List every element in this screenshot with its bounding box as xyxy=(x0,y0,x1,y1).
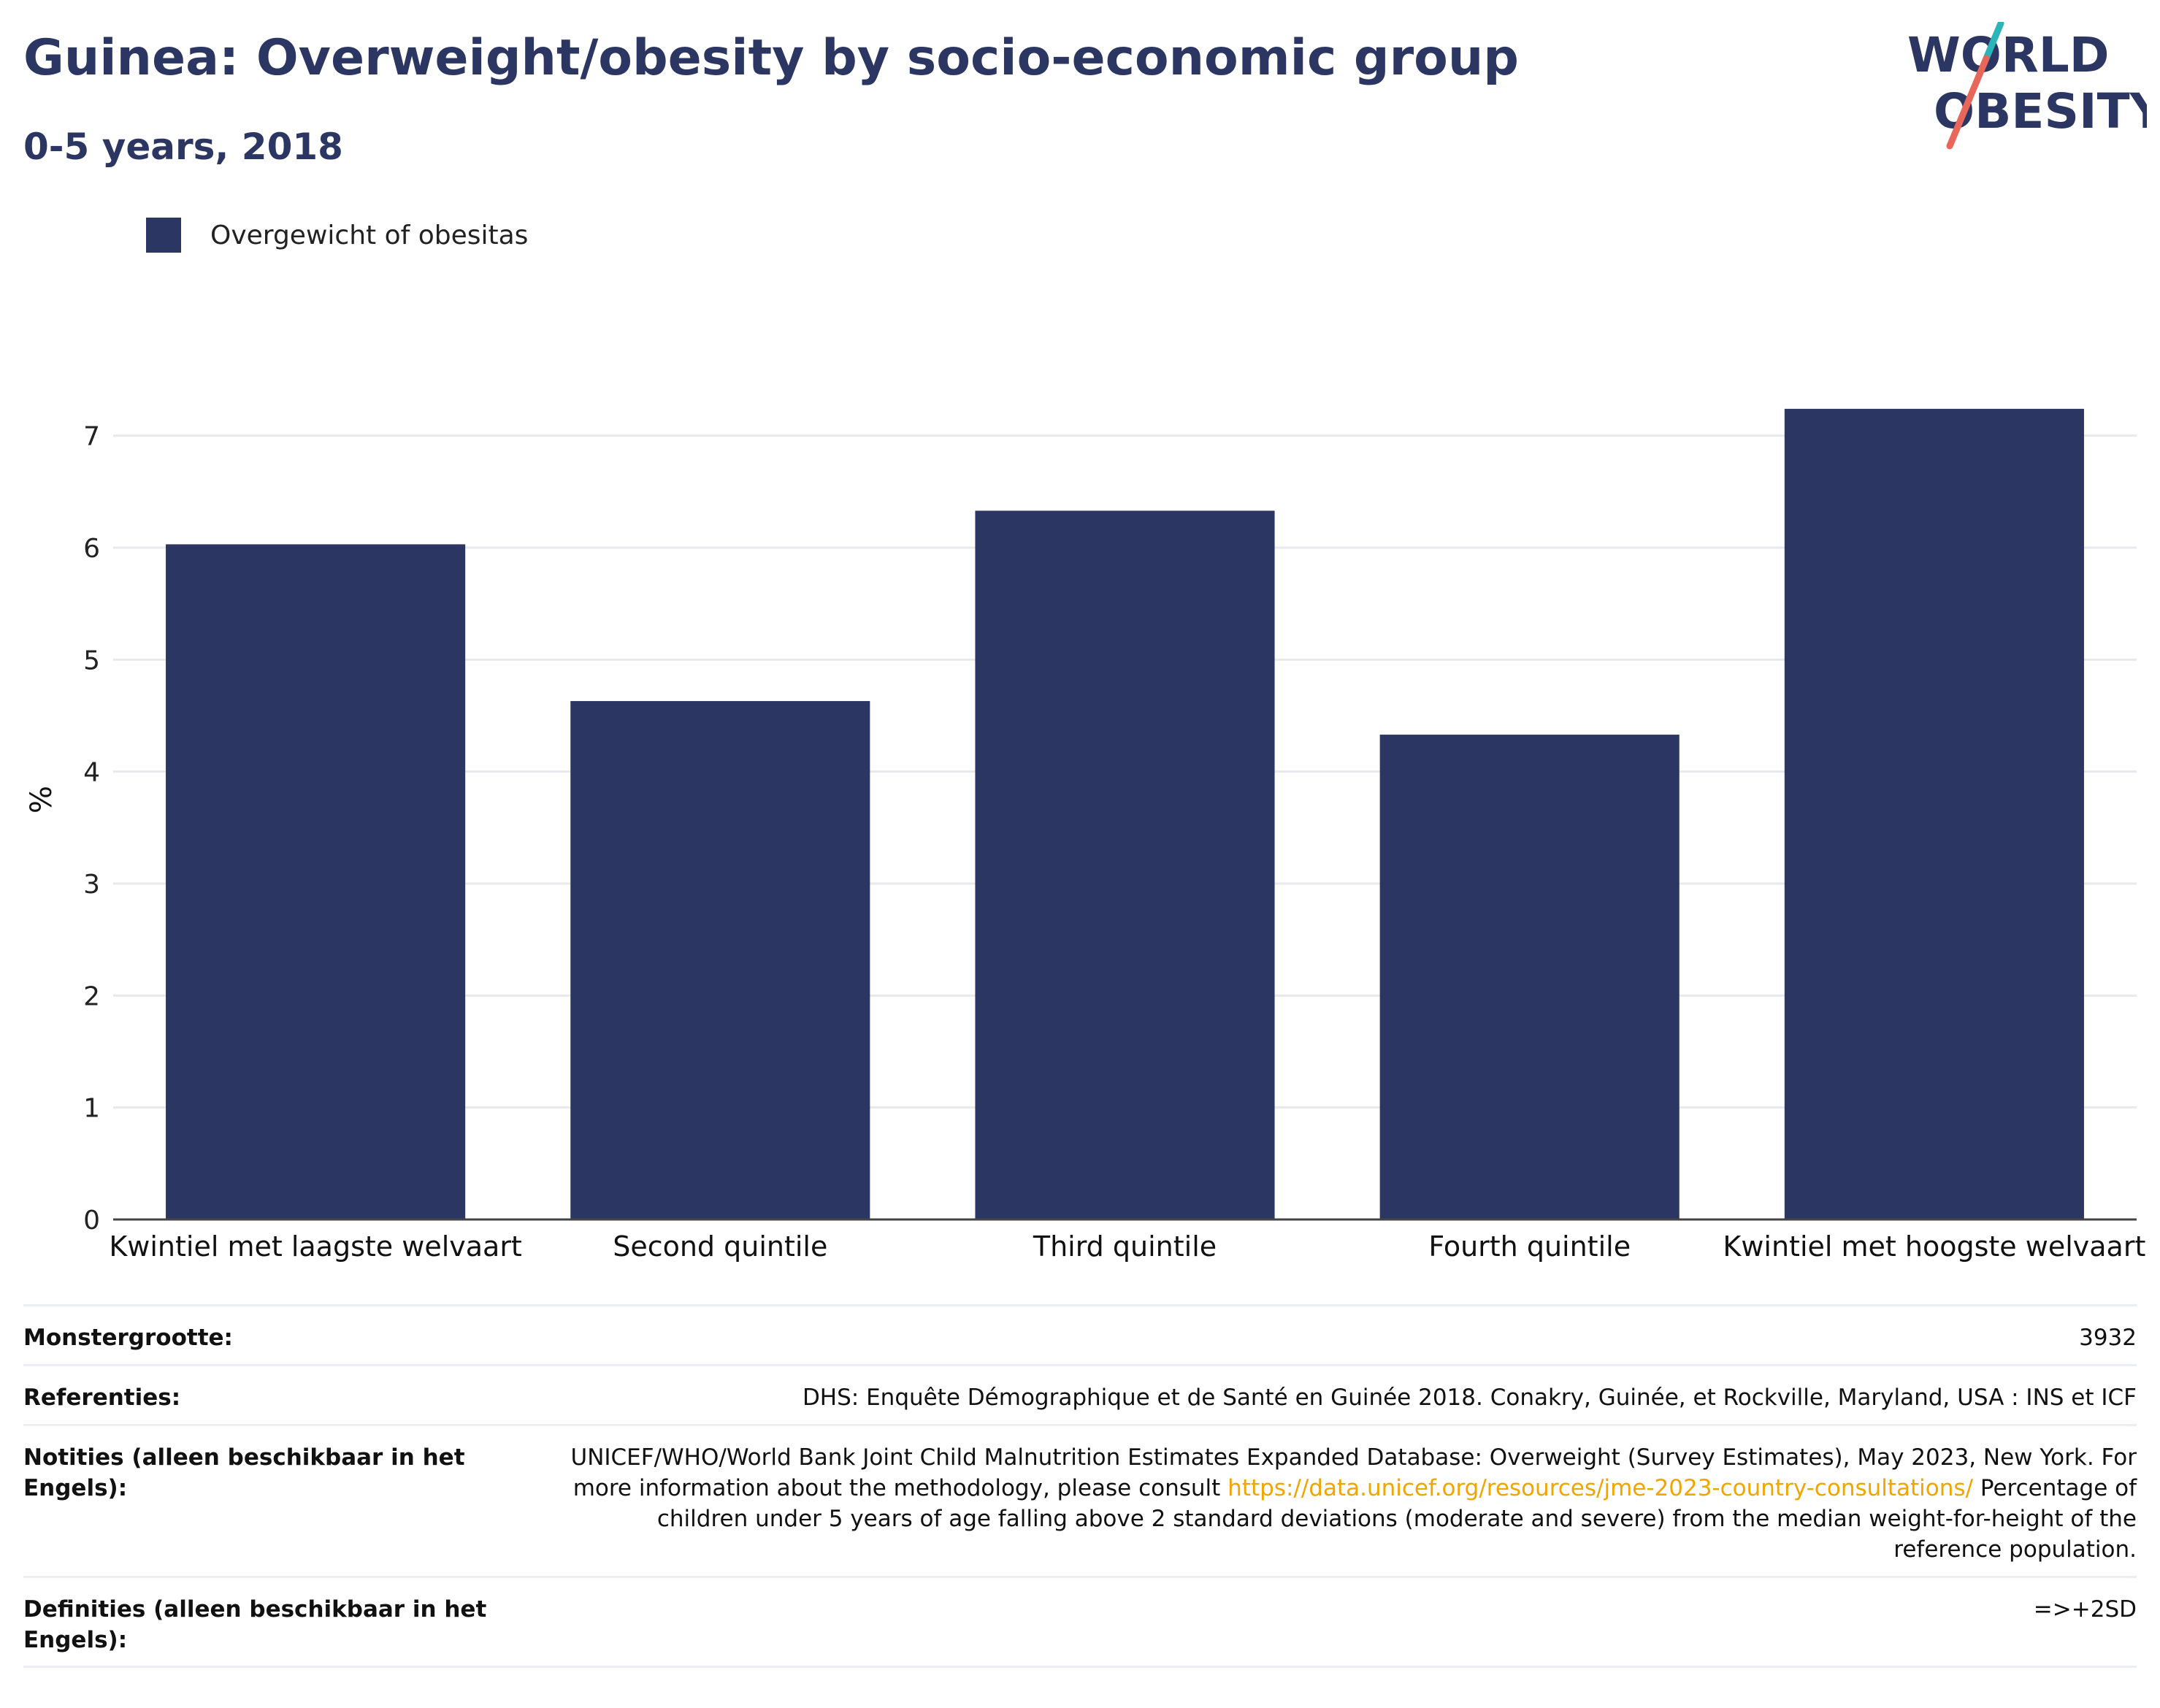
x-tick-labels: Kwintiel met laagste welvaart Second quin… xyxy=(109,1230,2145,1263)
bar[interactable] xyxy=(1379,735,1680,1219)
world-obesity-logo: WORLD OBESITY xyxy=(1907,22,2147,150)
y-tick-label: 5 xyxy=(83,646,100,675)
footer-value: DHS: Enquête Démographique et de Santé e… xyxy=(802,1385,2137,1411)
footer-label: Notities (alleen beschikbaar in het Enge… xyxy=(23,1444,465,1501)
x-tick-label: Fourth quintile xyxy=(1428,1230,1631,1263)
metadata-table: Monstergrootte: 3932 Referenties: DHS: E… xyxy=(23,1304,2137,1668)
y-tick-label: 4 xyxy=(83,758,100,788)
x-tick-label: Kwintiel met laagste welvaart xyxy=(109,1230,522,1263)
bars xyxy=(166,408,2084,1219)
bar[interactable] xyxy=(166,544,466,1219)
logo-slash-teal xyxy=(1983,22,2004,62)
y-tick-labels: 0 1 2 3 4 5 6 7 xyxy=(83,422,100,1236)
chart-subtitle: 0-5 years, 2018 xyxy=(23,126,343,168)
footer-label: Definities (alleen beschikbaar in het En… xyxy=(23,1596,487,1653)
notes-text: UNICEF/WHO/World Bank Joint Child Malnut… xyxy=(570,1444,2137,1501)
y-tick-label: 1 xyxy=(83,1094,100,1124)
notes-text-continued: Percentage of children under 5 years of … xyxy=(656,1475,2137,1563)
logo-word-world: WORLD xyxy=(1907,27,2110,83)
footer-label: Monstergrootte: xyxy=(23,1325,233,1351)
footer-row-definitions: Definities (alleen beschikbaar in het En… xyxy=(23,1576,2137,1668)
logo-slash-coral xyxy=(1946,55,1990,150)
footer-value: UNICEF/WHO/World Bank Joint Child Malnut… xyxy=(567,1426,2137,1565)
y-tick-label: 0 xyxy=(83,1206,100,1236)
footer-value: 3932 xyxy=(2079,1325,2137,1351)
x-tick-label: Third quintile xyxy=(1033,1230,1217,1263)
x-tick-label: Second quintile xyxy=(613,1230,827,1263)
y-tick-label: 2 xyxy=(83,981,100,1011)
y-axis-label: % xyxy=(25,786,58,813)
footer-row-references: Referenties: DHS: Enquête Démographique … xyxy=(23,1364,2137,1424)
footer-row-notes: Notities (alleen beschikbaar in het Enge… xyxy=(23,1424,2137,1576)
bar-chart: 0 1 2 3 4 5 6 7 Kwintiel met laagste welvaart Se… xyxy=(25,408,2145,1263)
methodology-link[interactable]: https://data.unicef.org/resources/jme-20… xyxy=(1228,1475,1974,1501)
chart-title: Guinea: Overweight/obesity by socio-econ… xyxy=(23,29,1519,87)
x-tick-label: Kwintiel met hoogste welvaart xyxy=(1723,1230,2145,1263)
y-tick-label: 7 xyxy=(83,422,100,452)
footer-label: Referenties: xyxy=(23,1385,181,1411)
legend-label: Overgewicht of obesitas xyxy=(210,221,529,250)
bar[interactable] xyxy=(975,510,1275,1219)
footer-row-sample-size: Monstergrootte: 3932 xyxy=(23,1304,2137,1364)
footer-value: =>+2SD xyxy=(2033,1596,2137,1623)
bar[interactable] xyxy=(570,701,870,1219)
y-tick-label: 6 xyxy=(83,534,100,564)
bar[interactable] xyxy=(1784,408,2084,1219)
y-tick-label: 3 xyxy=(83,870,100,900)
legend-swatch xyxy=(146,218,181,253)
